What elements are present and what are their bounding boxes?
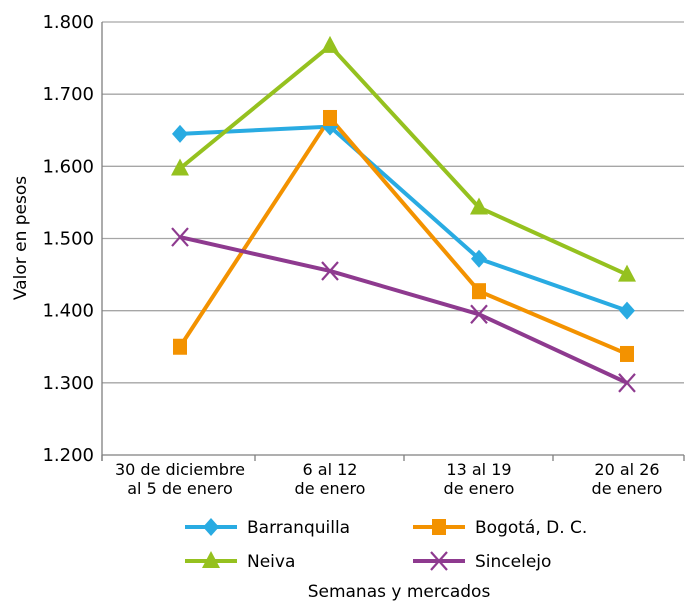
legend-marker	[203, 518, 219, 536]
data-point	[323, 109, 337, 126]
legend-label: Barranquilla	[247, 518, 350, 538]
series-lines	[178, 43, 628, 385]
x-tick-label-line: 20 al 26	[594, 460, 659, 479]
y-axis-title: Valor en pesos	[11, 176, 31, 300]
x-tick-label: 20 al 26 de enero	[592, 460, 663, 498]
data-point	[618, 264, 636, 282]
y-tick-label: 1.600	[42, 156, 94, 177]
y-tick-label: 1.700	[42, 84, 94, 105]
x-tick-label: 6 al 12 de enero	[295, 460, 366, 498]
data-point	[171, 227, 189, 247]
legend-item: Bogotá, D. C.	[413, 518, 587, 538]
x-tick-label-line: de enero	[295, 479, 366, 498]
data-point	[321, 35, 339, 53]
y-tick-label: 1.200	[42, 445, 94, 466]
y-tick-label: 1.300	[42, 373, 94, 394]
series-markers	[171, 35, 636, 393]
legend-marker	[430, 551, 448, 571]
data-point	[470, 304, 488, 325]
legend-marker	[432, 519, 446, 535]
data-point	[471, 249, 487, 268]
legend-marker	[202, 551, 220, 568]
marker-stroke	[430, 551, 448, 571]
data-point	[321, 261, 339, 281]
x-tick-label-line: 30 de diciembre	[115, 460, 245, 479]
legend: Barranquilla Bogotá, D. C. Neiva Sincelejo	[185, 518, 587, 572]
x-axis-title: Semanas y mercados	[308, 582, 491, 602]
grid-lines	[102, 21, 684, 384]
data-point	[620, 345, 634, 362]
data-point	[472, 283, 486, 300]
x-tick-label: 30 de diciembre al 5 de enero	[115, 460, 245, 498]
x-tick-label-line: 13 al 19	[446, 460, 511, 479]
legend-label: Neiva	[247, 552, 295, 572]
data-point	[619, 301, 635, 320]
legend-label: Sincelejo	[475, 552, 551, 572]
y-tick-label: 1.500	[42, 229, 94, 250]
legend-item: Neiva	[185, 551, 295, 572]
legend-item: Sincelejo	[413, 551, 551, 572]
legend-item: Barranquilla	[185, 518, 350, 538]
marker-stroke	[171, 227, 189, 247]
series-line	[179, 124, 628, 313]
x-tick-label-line: 6 al 12	[303, 460, 358, 479]
marker-stroke	[618, 373, 636, 393]
data-point	[470, 197, 488, 215]
marker-stroke	[321, 261, 339, 281]
data-point	[173, 338, 187, 355]
y-tick-label: 1.800	[42, 12, 94, 33]
series-line	[179, 235, 628, 385]
series-line	[178, 115, 628, 356]
marker-stroke	[470, 304, 488, 325]
data-point	[172, 124, 188, 143]
series-line	[178, 43, 628, 277]
x-tick-label-line: al 5 de enero	[127, 479, 233, 498]
y-axis: 1.200 1.300 1.400 1.500 1.600 1.700 1.800	[42, 12, 103, 466]
y-tick-label: 1.400	[42, 301, 94, 322]
legend-label: Bogotá, D. C.	[475, 518, 587, 538]
data-point	[618, 373, 636, 393]
x-tick-label-line: de enero	[444, 479, 515, 498]
data-point	[171, 158, 189, 176]
x-tick-label: 13 al 19 de enero	[444, 460, 515, 498]
x-tick-label-line: de enero	[592, 479, 663, 498]
